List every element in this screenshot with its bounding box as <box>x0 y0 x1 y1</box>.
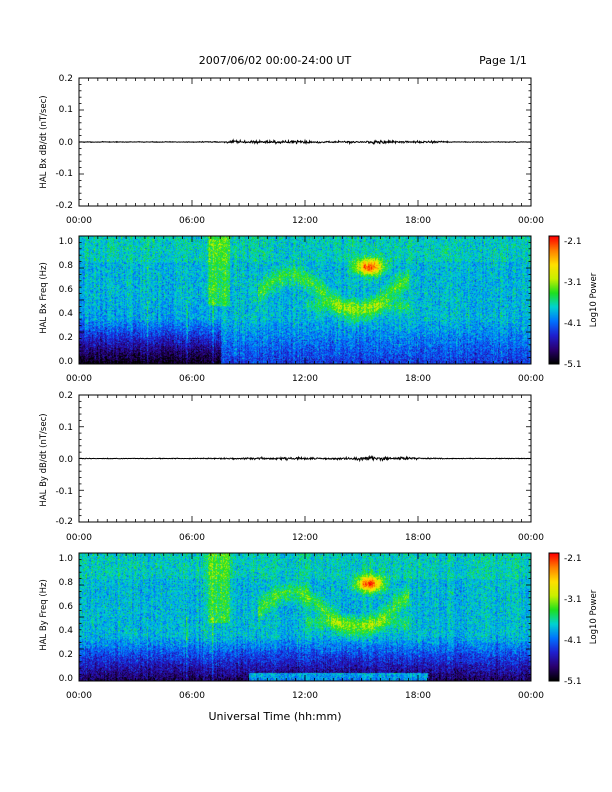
colorbar-tick-label: -4.1 <box>564 319 582 329</box>
bx-freq-xtick-labels: 00:00 06:00 12:00 18:00 00:00 <box>66 374 544 384</box>
colorbar-tick-label: -2.1 <box>564 237 582 247</box>
colorbar-tick-label: -4.1 <box>564 636 582 646</box>
x-axis-title: Universal Time (hh:mm) <box>209 710 342 723</box>
ytick-label: 0.6 <box>59 285 74 295</box>
ytick-label: 0.8 <box>59 261 74 271</box>
xtick-label: 00:00 <box>66 691 92 701</box>
by-freq-ylabel: HAL By Freq (Hz) <box>39 579 49 651</box>
bx-dbdt-xtick-labels: 00:00 06:00 12:00 18:00 00:00 <box>66 216 544 226</box>
xtick-label: 18:00 <box>405 216 431 226</box>
xtick-label: 00:00 <box>518 216 544 226</box>
ytick-label: 0.0 <box>59 674 74 684</box>
ytick-label: 0.1 <box>59 105 73 115</box>
xtick-label: 18:00 <box>405 691 431 701</box>
ytick-label: 0.2 <box>59 74 73 84</box>
by-dbdt-ytick-labels: 0.2 0.1 0.0 -0.1 -0.2 <box>55 391 73 527</box>
ytick-label: -0.1 <box>55 169 73 179</box>
xtick-label: 00:00 <box>518 691 544 701</box>
xtick-label: 12:00 <box>292 691 318 701</box>
xtick-label: 00:00 <box>518 533 544 543</box>
ytick-label: 0.2 <box>59 650 73 660</box>
ytick-label: 0.0 <box>59 357 74 367</box>
colorbar-tick-label: -2.1 <box>564 554 582 564</box>
colorbar-label: Log10 Power <box>589 589 599 644</box>
panel-bx-spectrogram: 1.0 0.8 0.6 0.4 0.2 0.0 HAL Bx Freq (Hz)… <box>39 235 599 384</box>
ytick-label: 0.4 <box>59 626 74 636</box>
colorbar-label: Log10 Power <box>589 272 599 327</box>
bx-spectrogram-ticks <box>78 235 532 365</box>
panel-by-dbdt: 0.2 0.1 0.0 -0.1 -0.2 HAL By dB/dt (nT/s… <box>39 391 544 543</box>
page-title: 2007/06/02 00:00-24:00 UT <box>199 54 352 67</box>
panel-bx-dbdt: 0.2 0.1 0.0 -0.1 -0.2 HAL Bx dB/dt (nT/s… <box>39 74 544 226</box>
by-freq-ytick-labels: 1.0 0.8 0.6 0.4 0.2 0.0 <box>59 554 74 684</box>
bx-colorbar: -2.1 -3.1 -4.1 -5.1 Log10 Power <box>548 235 599 370</box>
ytick-label: 0.0 <box>59 138 74 148</box>
by-dbdt-ticks <box>78 394 532 523</box>
xtick-label: 00:00 <box>518 374 544 384</box>
bx-spectrogram-image <box>79 236 531 364</box>
xtick-label: 12:00 <box>292 216 318 226</box>
colorbar-tick-label: -5.1 <box>564 360 582 370</box>
by-colorbar: -2.1 -3.1 -4.1 -5.1 Log10 Power <box>548 552 599 687</box>
ytick-label: 0.0 <box>59 455 74 465</box>
ytick-label: 0.2 <box>59 333 73 343</box>
ytick-label: 0.6 <box>59 602 74 612</box>
by-spectrogram-image <box>79 553 531 681</box>
ytick-label: 0.4 <box>59 309 74 319</box>
bx-dbdt-ylabel: HAL Bx dB/dt (nT/sec) <box>39 95 49 188</box>
by-dbdt-xtick-labels: 00:00 06:00 12:00 18:00 00:00 <box>66 533 544 543</box>
xtick-label: 12:00 <box>292 533 318 543</box>
by-spectrogram-ticks <box>78 552 532 682</box>
bx-freq-ylabel: HAL Bx Freq (Hz) <box>39 262 49 334</box>
bx-dbdt-ticks <box>78 77 532 207</box>
page-number: Page 1/1 <box>479 54 527 67</box>
xtick-label: 06:00 <box>179 691 205 701</box>
xtick-label: 18:00 <box>405 533 431 543</box>
ytick-label: 0.1 <box>59 423 73 433</box>
by-dbdt-trace <box>78 455 532 463</box>
bx-dbdt-ytick-labels: 0.2 0.1 0.0 -0.1 -0.2 <box>55 74 73 211</box>
by-dbdt-ylabel: HAL By dB/dt (nT/sec) <box>39 413 49 506</box>
xtick-label: 00:00 <box>66 533 92 543</box>
ytick-label: -0.2 <box>55 201 73 211</box>
xtick-label: 06:00 <box>179 533 205 543</box>
colorbar-tick-label: -5.1 <box>564 677 582 687</box>
ytick-label: 1.0 <box>59 554 74 564</box>
xtick-label: 18:00 <box>405 374 431 384</box>
colorbar-tick-label: -3.1 <box>564 278 582 288</box>
colorbar-tick-label: -3.1 <box>564 595 582 605</box>
xtick-label: 00:00 <box>66 374 92 384</box>
xtick-label: 06:00 <box>179 216 205 226</box>
ytick-label: 1.0 <box>59 237 74 247</box>
xtick-label: 12:00 <box>292 374 318 384</box>
colorbar-frame <box>548 552 560 682</box>
bx-freq-ytick-labels: 1.0 0.8 0.6 0.4 0.2 0.0 <box>59 237 74 367</box>
bx-dbdt-trace <box>78 138 532 146</box>
panel-by-spectrogram: 1.0 0.8 0.6 0.4 0.2 0.0 HAL By Freq (Hz)… <box>39 552 599 701</box>
ytick-label: 0.8 <box>59 578 74 588</box>
colorbar-frame <box>548 235 560 365</box>
xtick-label: 00:00 <box>66 216 92 226</box>
ytick-label: -0.1 <box>55 487 73 497</box>
ytick-label: -0.2 <box>55 517 73 527</box>
xtick-label: 06:00 <box>179 374 205 384</box>
by-freq-xtick-labels: 00:00 06:00 12:00 18:00 00:00 <box>66 691 544 701</box>
ytick-label: 0.2 <box>59 391 73 401</box>
